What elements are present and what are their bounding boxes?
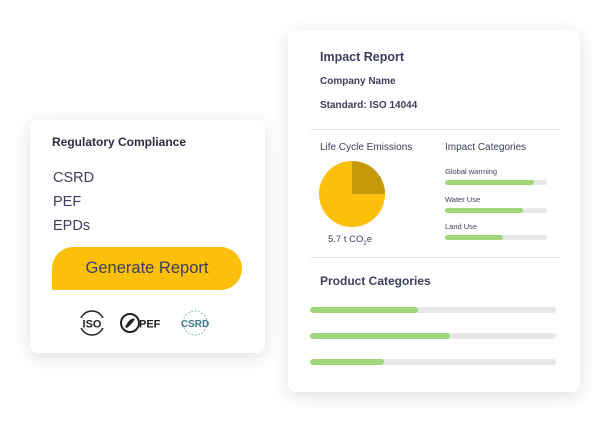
compliance-item-epds: EPDs <box>53 218 91 234</box>
pie-slice-dark <box>352 161 385 194</box>
company-name: Company Name <box>320 76 396 87</box>
progress-track <box>445 208 547 213</box>
impact-category-label: Land Use <box>445 222 478 231</box>
emissions-pie-chart <box>319 161 385 227</box>
pef-logo: PEF <box>120 313 161 333</box>
progress-fill <box>445 180 534 185</box>
impact-report-title: Impact Report <box>320 50 405 64</box>
pef-logo-text: PEF <box>139 319 161 331</box>
product-category-bar <box>310 333 556 339</box>
impact-category-land-use: Land Use <box>445 222 547 240</box>
progress-track <box>445 180 547 185</box>
divider <box>310 129 560 130</box>
product-category-bar <box>310 307 556 313</box>
progress-fill <box>445 235 504 240</box>
life-cycle-emissions-label: Life Cycle Emissions <box>320 142 413 153</box>
csrd-logo: CSRD <box>181 310 209 336</box>
compliance-item-csrd: CSRD <box>53 170 95 186</box>
certification-logos: ISO PEF CSRD <box>79 310 209 336</box>
impact-category-label: Water Use <box>445 195 481 204</box>
generate-report-button[interactable]: Generate Report <box>52 247 242 290</box>
progress-fill <box>310 307 419 313</box>
compliance-item-pef: PEF <box>53 194 82 210</box>
iso-logo: ISO <box>79 310 105 336</box>
impact-categories-label: Impact Categories <box>445 142 527 153</box>
impact-category-global-warming: Global warming <box>445 167 547 185</box>
product-categories-title: Product Categories <box>320 274 431 288</box>
standard-label: Standard: ISO 14044 <box>320 100 418 111</box>
regulatory-compliance-card: Regulatory Compliance CSRD PEF EPDs Gene… <box>30 120 265 353</box>
progress-fill <box>310 333 451 339</box>
impact-category-water-use: Water Use <box>445 195 547 213</box>
emissions-value: 5.7 t CO2e <box>328 234 373 247</box>
divider <box>310 257 560 258</box>
impact-category-label: Global warming <box>445 167 498 176</box>
progress-fill <box>310 359 384 365</box>
progress-fill <box>445 208 523 213</box>
csrd-logo-text: CSRD <box>181 319 209 330</box>
iso-logo-text: ISO <box>83 319 102 331</box>
progress-track <box>445 235 547 240</box>
regulatory-compliance-title: Regulatory Compliance <box>52 135 187 149</box>
impact-report-card: Impact Report Company Name Standard: ISO… <box>288 30 580 392</box>
product-category-bar <box>310 359 556 365</box>
